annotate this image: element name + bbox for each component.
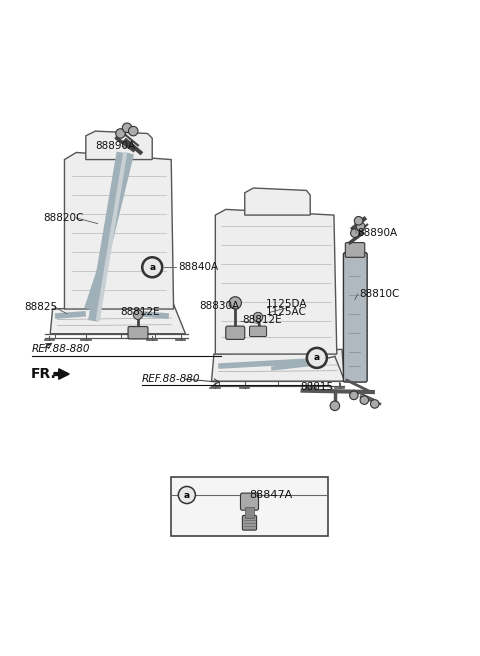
FancyBboxPatch shape bbox=[345, 243, 365, 257]
Circle shape bbox=[371, 400, 379, 408]
FancyBboxPatch shape bbox=[245, 507, 254, 518]
Circle shape bbox=[229, 297, 241, 309]
Polygon shape bbox=[50, 304, 185, 334]
Text: 88847A: 88847A bbox=[250, 490, 293, 500]
Polygon shape bbox=[212, 350, 344, 381]
Text: 88810C: 88810C bbox=[360, 289, 400, 299]
Text: REF.88-880: REF.88-880 bbox=[142, 374, 200, 384]
Text: 88830A: 88830A bbox=[200, 300, 240, 311]
Circle shape bbox=[306, 348, 327, 368]
FancyBboxPatch shape bbox=[226, 326, 245, 339]
Circle shape bbox=[179, 487, 195, 504]
Circle shape bbox=[330, 401, 340, 411]
Circle shape bbox=[116, 129, 125, 138]
Text: REF.88-880: REF.88-880 bbox=[32, 344, 91, 354]
Text: 88825: 88825 bbox=[24, 302, 57, 312]
Text: 88890A: 88890A bbox=[358, 228, 398, 238]
FancyBboxPatch shape bbox=[171, 478, 328, 536]
Circle shape bbox=[349, 391, 358, 400]
Circle shape bbox=[122, 123, 132, 133]
Text: 88812E: 88812E bbox=[242, 316, 282, 325]
Circle shape bbox=[350, 229, 359, 237]
Circle shape bbox=[354, 216, 363, 225]
Text: 88812E: 88812E bbox=[120, 308, 160, 318]
Text: a: a bbox=[313, 353, 320, 363]
Text: 1125DA: 1125DA bbox=[266, 298, 308, 309]
Polygon shape bbox=[54, 369, 69, 379]
FancyBboxPatch shape bbox=[128, 327, 148, 339]
Circle shape bbox=[360, 396, 369, 404]
Circle shape bbox=[143, 258, 162, 277]
Circle shape bbox=[253, 312, 263, 322]
FancyBboxPatch shape bbox=[240, 493, 259, 510]
Circle shape bbox=[356, 222, 365, 231]
Polygon shape bbox=[86, 131, 152, 159]
Polygon shape bbox=[245, 188, 310, 215]
Circle shape bbox=[133, 310, 143, 319]
Text: 88815: 88815 bbox=[301, 382, 334, 392]
Text: 88840A: 88840A bbox=[179, 262, 218, 272]
Circle shape bbox=[142, 257, 163, 277]
Text: 1125AC: 1125AC bbox=[266, 307, 307, 317]
Circle shape bbox=[129, 127, 138, 136]
Text: 88890A: 88890A bbox=[96, 141, 135, 152]
Text: a: a bbox=[314, 354, 320, 362]
Circle shape bbox=[307, 348, 326, 367]
Text: a: a bbox=[149, 262, 156, 272]
Text: 88820C: 88820C bbox=[43, 213, 84, 223]
Polygon shape bbox=[216, 209, 337, 354]
Text: a: a bbox=[149, 263, 156, 272]
FancyBboxPatch shape bbox=[242, 516, 257, 530]
FancyBboxPatch shape bbox=[250, 326, 266, 337]
Text: a: a bbox=[184, 491, 190, 499]
Polygon shape bbox=[64, 152, 174, 309]
FancyBboxPatch shape bbox=[343, 253, 367, 382]
Text: FR.: FR. bbox=[30, 367, 56, 381]
